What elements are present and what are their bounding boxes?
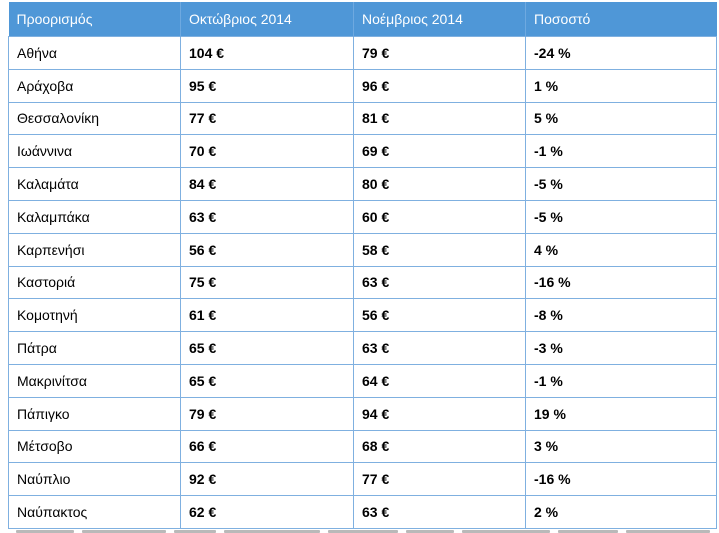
destination-cell: Αθήνα [8,36,181,70]
october-price-cell: 65 € [180,331,354,365]
percentage-cell: -1 % [525,363,717,398]
table-row: Ναύπακτος 62 €63 €2 % [8,495,717,529]
percentage-cell: -24 % [525,36,717,70]
percentage-cell: -5 % [525,167,717,201]
october-price-cell: 70 € [180,134,354,169]
percentage-cell: -5 % [525,199,717,234]
october-price-cell: 63 € [180,199,354,234]
table-header: Προορισμός Οκτώβριος 2014 Νοέμβριος 2014… [8,2,717,37]
destination-cell: Θεσσαλονίκη [8,101,181,136]
october-price-cell: 62 € [180,495,354,529]
november-price-cell: 56 € [353,298,526,333]
destination-cell: Καλαμάτα [8,167,181,201]
destination-cell: Μέτσοβο [8,429,181,464]
november-price-cell: 68 € [353,429,526,464]
destination-cell: Καρπενήσι [8,232,181,267]
header-row: Προορισμός Οκτώβριος 2014 Νοέμβριος 2014… [8,2,717,37]
percentage-cell: 5 % [525,101,717,136]
november-price-cell: 77 € [353,462,526,497]
november-price-cell: 58 € [353,232,526,267]
table-body: Αθήνα 104 €79 € -24 % Αράχοβα 95 €96 €1 % Θεσ… [8,36,717,529]
october-price-cell: 65 € [180,363,354,398]
percentage-cell: -1 % [525,134,717,169]
october-price-cell: 79 € [180,396,354,431]
percentage-cell: 19 % [525,396,717,431]
november-price-cell: 64 € [353,363,526,398]
destination-cell: Πάπιγκο [8,396,181,431]
october-price-cell: 75 € [180,265,354,300]
november-price-cell: 79 € [353,36,526,70]
destination-cell: Καστοριά [8,265,181,300]
destination-cell: Μακρινίτσα [8,363,181,398]
destination-cell: Ναύπλιο [8,462,181,497]
november-price-cell: 69 € [353,134,526,169]
percentage-cell: -16 % [525,265,717,300]
percentage-cell: -8 % [525,298,717,333]
november-price-cell: 96 € [353,68,526,103]
october-price-cell: 92 € [180,462,354,497]
table-row: Ιωάννινα 70 €69 € -1 % [8,134,717,169]
destination-cell: Αράχοβα [8,68,181,103]
table-row: Καστοριά 75 €63 € -16 % [8,265,717,300]
table-row: Κομοτηνή 61 €56 € -8 % [8,298,717,333]
percentage-cell: 3 % [525,429,717,464]
october-price-cell: 84 € [180,167,354,201]
percentage-cell: 2 % [525,495,717,529]
header-october-2014: Οκτώβριος 2014 [180,2,354,37]
destination-cell: Καλαμπάκα [8,199,181,234]
percentage-cell: -3 % [525,331,717,365]
table-row: Αράχοβα 95 €96 €1 % [8,68,717,103]
table-row: Πάπιγκο 79 €94 €19 % [8,396,717,431]
table-row: Καλαμπάκα 63 €60 € -5 % [8,199,717,234]
percentage-cell: -16 % [525,462,717,497]
november-price-cell: 60 € [353,199,526,234]
price-table: Προορισμός Οκτώβριος 2014 Νοέμβριος 2014… [8,2,717,529]
october-price-cell: 104 € [180,36,354,70]
header-percentage: Ποσοστό [525,2,717,37]
percentage-cell: 4 % [525,232,717,267]
destination-cell: Κομοτηνή [8,298,181,333]
october-price-cell: 66 € [180,429,354,464]
october-price-cell: 77 € [180,101,354,136]
november-price-cell: 80 € [353,167,526,201]
table-row: Καλαμάτα 84 €80 € -5 % [8,167,717,201]
table-row: Θεσσαλονίκη 77 €81 €5 % [8,101,717,136]
november-price-cell: 81 € [353,101,526,136]
header-november-2014: Νοέμβριος 2014 [353,2,526,37]
destination-cell: Ναύπακτος [8,495,181,529]
percentage-cell: 1 % [525,68,717,103]
destination-cell: Πάτρα [8,331,181,365]
table-row: Αθήνα 104 €79 € -24 % [8,36,717,70]
november-price-cell: 94 € [353,396,526,431]
october-price-cell: 56 € [180,232,354,267]
table-row: Μακρινίτσα 65 €64 € -1 % [8,363,717,398]
november-price-cell: 63 € [353,265,526,300]
table-row: Καρπενήσι 56 €58 €4 % [8,232,717,267]
october-price-cell: 95 € [180,68,354,103]
november-price-cell: 63 € [353,331,526,365]
table-row: Ναύπλιο 92 €77 € -16 % [8,462,717,497]
october-price-cell: 61 € [180,298,354,333]
cut-off-caption-text [16,526,716,533]
table-row: Πάτρα 65 €63 € -3 % [8,331,717,365]
destination-cell: Ιωάννινα [8,134,181,169]
header-destination: Προορισμός [8,2,181,37]
table-row: Μέτσοβο 66 €68 €3 % [8,429,717,464]
november-price-cell: 63 € [353,495,526,529]
